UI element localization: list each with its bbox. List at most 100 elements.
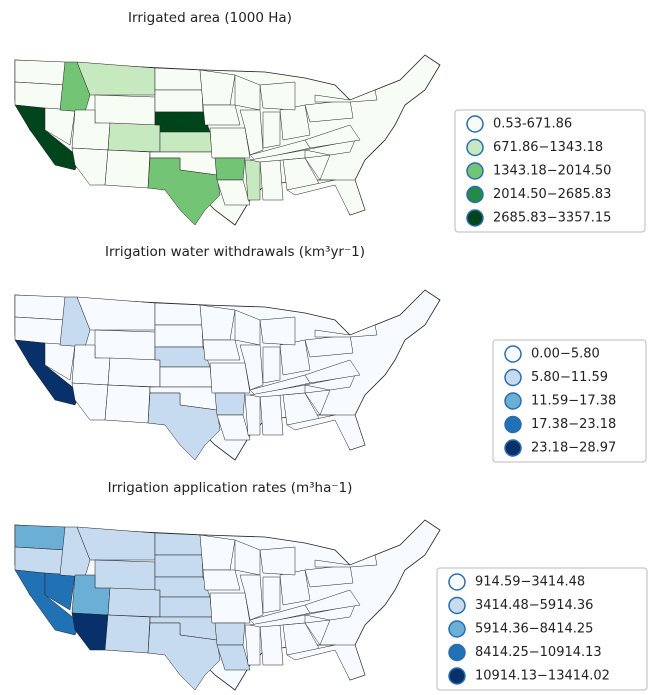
state (71, 612, 109, 651)
state (304, 589, 361, 614)
legend-box (454, 109, 646, 233)
map-title: Irrigation water withdrawals (km³yr⁻1) (105, 244, 365, 260)
state (304, 619, 331, 646)
legend-marker (448, 643, 466, 662)
state (214, 622, 246, 646)
state (107, 122, 161, 153)
legend-marker (466, 185, 484, 204)
state (216, 414, 251, 441)
state (154, 532, 203, 556)
state (209, 127, 251, 159)
legend-marker (466, 162, 484, 180)
state (286, 644, 366, 681)
state (239, 344, 264, 391)
legend-label: 5.80−11.59 (531, 370, 608, 385)
state (76, 526, 156, 561)
state (154, 576, 211, 598)
map (14, 289, 441, 461)
state (239, 574, 264, 621)
state (159, 131, 213, 153)
legend-marker (448, 573, 466, 591)
state (259, 159, 284, 201)
legend-marker (448, 596, 466, 615)
state (259, 624, 284, 666)
state (154, 111, 211, 133)
state (209, 592, 251, 624)
state (202, 104, 241, 126)
legend-marker (504, 368, 522, 387)
state (286, 179, 366, 216)
legend-label: 671.86−1343.18 (493, 140, 603, 155)
legend-label: 23.18−28.97 (531, 441, 616, 456)
map-title: Irrigated area (1000 Ha) (128, 10, 292, 26)
legend-label: 0.53-671.86 (493, 117, 572, 132)
legend-marker (504, 392, 522, 410)
state (199, 304, 236, 341)
state (259, 394, 284, 436)
state (71, 382, 109, 421)
state (262, 346, 281, 384)
legend-label: 914.59−3414.48 (475, 575, 585, 590)
state (216, 179, 251, 206)
state (202, 339, 241, 361)
state (104, 149, 151, 189)
state (154, 324, 204, 348)
legend-marker (504, 439, 522, 457)
state (147, 392, 221, 461)
state (214, 157, 246, 181)
state (14, 524, 66, 551)
state (59, 296, 91, 348)
state (279, 569, 311, 606)
legend-marker (448, 620, 466, 638)
state (14, 294, 66, 321)
state (59, 526, 91, 578)
state (76, 61, 156, 96)
map (14, 54, 441, 226)
legend-label: 3414.48−5914.36 (475, 598, 593, 613)
state (159, 366, 213, 388)
state (239, 109, 264, 156)
legend-marker (504, 415, 522, 434)
state (314, 89, 378, 103)
state (199, 534, 236, 571)
state (147, 622, 221, 691)
state (214, 392, 246, 416)
state (304, 359, 361, 384)
state (107, 587, 161, 618)
state (107, 357, 161, 388)
state (314, 324, 378, 338)
state (159, 596, 213, 618)
legend-label: 8414.25−10914.13 (475, 645, 602, 660)
state (14, 59, 66, 86)
state (154, 554, 204, 578)
state (209, 362, 251, 394)
state (304, 389, 331, 416)
state (216, 644, 251, 671)
legend-marker (466, 115, 484, 133)
state (154, 302, 203, 326)
state (259, 81, 296, 111)
state (94, 559, 156, 591)
legend-marker (504, 345, 522, 363)
state (279, 339, 311, 376)
state (286, 414, 366, 451)
legend-label: 17.38−23.18 (531, 417, 616, 432)
state (104, 384, 151, 424)
legend-label: 0.00−5.80 (531, 347, 600, 362)
state (59, 61, 91, 113)
legend-marker (466, 138, 484, 157)
state (304, 154, 331, 181)
legend-label: 2014.50−2685.83 (493, 187, 611, 202)
legend-label: 2685.83−3357.15 (493, 211, 611, 226)
state (262, 576, 281, 614)
state (104, 614, 151, 654)
legend-label: 10914.13−13414.02 (475, 669, 610, 684)
state (94, 329, 156, 361)
state (199, 69, 236, 106)
legend-label: 1343.18−2014.50 (493, 164, 611, 179)
state (154, 346, 211, 368)
map-title: Irrigation application rates (m³ha⁻1) (108, 480, 353, 496)
state (202, 569, 241, 591)
state (259, 316, 296, 346)
